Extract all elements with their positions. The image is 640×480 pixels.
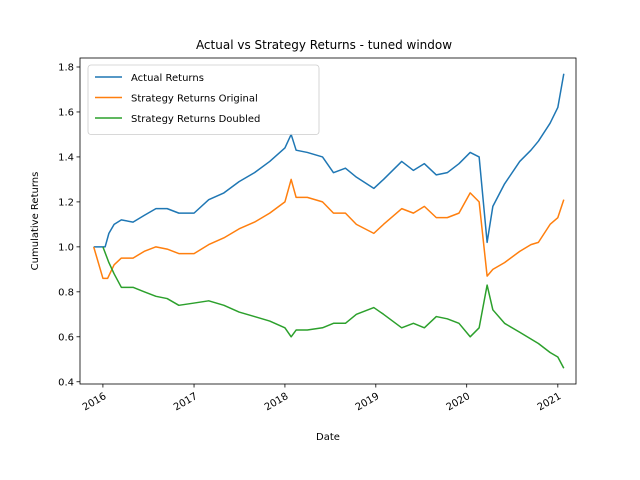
legend-label: Strategy Returns Doubled (131, 114, 260, 125)
y-tick-label: 1.0 (58, 242, 74, 253)
y-tick-label: 0.6 (58, 332, 74, 343)
axes-layer (79, 57, 577, 385)
legend-box (87, 64, 320, 135)
x-axis-label: Date (316, 432, 340, 443)
legend: Actual Returns Strategy Returns Original S… (87, 64, 320, 135)
y-axis-ticks: 0.4 0.6 0.8 1.0 1.2 1.4 1.6 1.8 (58, 62, 80, 388)
legend-label: Actual Returns (131, 73, 204, 84)
y-tick-label: 1.6 (58, 107, 74, 118)
series-line-1 (93, 73, 565, 248)
y-axis-label: Cumulative Returns (30, 172, 41, 271)
y-tick-label: 0.8 (58, 287, 74, 298)
series-line-3 (102, 246, 565, 369)
axes-frame (79, 57, 577, 385)
legend-label: Strategy Returns Original (131, 93, 258, 104)
y-tick-label: 1.2 (58, 197, 74, 208)
y-tick-label: 0.4 (58, 377, 74, 388)
y-tick-label: 1.8 (58, 62, 74, 73)
chart-title: Actual vs Strategy Returns - tuned windo… (196, 38, 452, 52)
series-layer (92, 73, 565, 369)
y-tick-label: 1.4 (58, 152, 74, 163)
series-line-2 (92, 178, 565, 280)
